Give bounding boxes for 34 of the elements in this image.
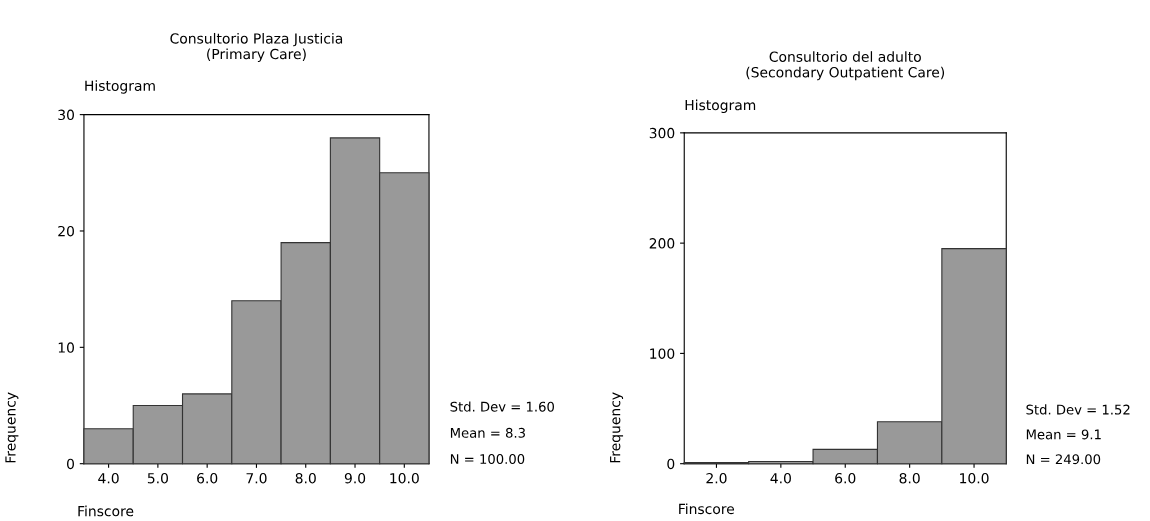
x-tick-label: 5.0 <box>147 472 168 484</box>
text: Histogram <box>685 99 756 113</box>
y-tick-label: 10 <box>58 342 74 353</box>
y-tick-label: 0 <box>667 458 675 470</box>
y-axis-title: Frequency <box>610 392 624 463</box>
y-tick-label: 30 <box>58 109 74 121</box>
x-tick-label: 7.0 <box>246 472 267 484</box>
text: Mean = 8.3 <box>450 427 525 438</box>
text: Std. Dev = 1.60 <box>450 401 554 412</box>
text: Std. Dev = 1.52 <box>1026 404 1130 415</box>
x-tick-label: 8.0 <box>899 472 920 484</box>
x-axis-title: Finscore <box>679 503 735 515</box>
y-tick-label: 300 <box>649 127 675 139</box>
y-axis-title: Frequency <box>5 392 19 463</box>
y-tick-label: 20 <box>58 225 74 237</box>
text: N = 100.00 <box>450 454 525 465</box>
y-tick-label: 0 <box>67 458 74 470</box>
x-tick-label: 6.0 <box>835 472 856 484</box>
y-tick-label: 100 <box>650 348 675 359</box>
chart-title: Consultorio del adulto (Secondary Outpatient Care) <box>746 51 945 81</box>
y-tick-label: 200 <box>649 238 675 249</box>
text: Mean = 9.1 <box>1026 429 1101 440</box>
x-tick-label: 4.0 <box>770 472 791 484</box>
x-tick-label: 10.0 <box>390 472 419 484</box>
x-tick-label: 4.0 <box>98 472 119 484</box>
chart-title: Consultorio Plaza Justicia (Primary Care) <box>170 32 343 62</box>
x-tick-label: 9.0 <box>344 472 366 484</box>
x-tick-label: 6.0 <box>197 472 218 484</box>
text: N = 249.00 <box>1026 454 1101 465</box>
text: Histogram <box>85 80 155 94</box>
x-tick-label: 8.0 <box>295 472 316 484</box>
x-axis-title: Finscore <box>78 505 134 517</box>
x-tick-label: 2.0 <box>706 472 727 484</box>
x-tick-label: 10.0 <box>960 472 989 484</box>
